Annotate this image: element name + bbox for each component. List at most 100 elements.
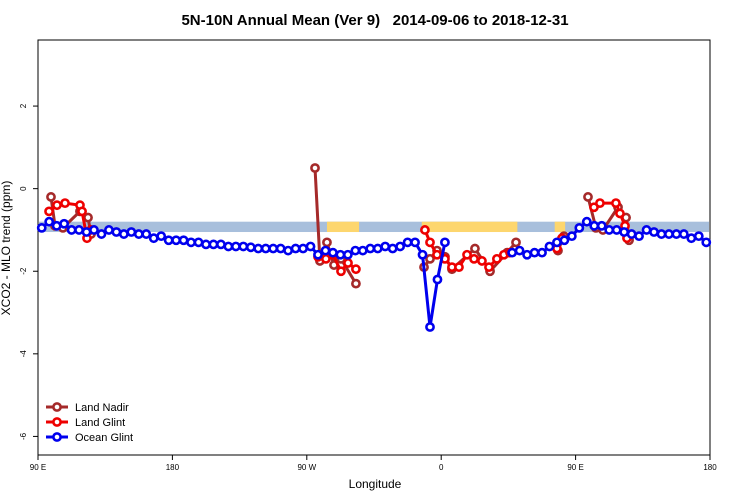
- point: [36, 222, 47, 233]
- point: [148, 233, 159, 244]
- point: [425, 322, 435, 332]
- point: [343, 258, 353, 268]
- x-tick-label: 90 E: [567, 463, 583, 472]
- point: [619, 227, 630, 237]
- point: [596, 220, 607, 231]
- chart-title: 5N-10N Annual Mean (Ver 9) 2014-09-06 to…: [181, 12, 568, 29]
- point: [552, 237, 562, 248]
- point: [469, 253, 479, 264]
- y-tick-label: 2: [19, 103, 28, 108]
- point: [111, 227, 122, 237]
- point: [342, 249, 353, 260]
- legend-marker: [52, 402, 62, 412]
- point: [611, 225, 622, 235]
- point: [201, 239, 211, 250]
- point: [634, 231, 644, 242]
- point: [83, 212, 93, 223]
- point: [432, 249, 442, 260]
- point: [626, 229, 637, 239]
- point: [178, 235, 189, 246]
- point: [104, 225, 114, 235]
- point: [604, 225, 615, 235]
- point: [268, 243, 279, 254]
- point: [245, 242, 256, 253]
- point: [133, 229, 144, 239]
- y-tick-label: -2: [19, 267, 28, 275]
- band: [39, 221, 709, 233]
- point: [313, 249, 323, 260]
- point: [44, 206, 54, 217]
- point: [260, 243, 271, 254]
- legend-label: Land Nadir: [75, 402, 129, 414]
- point: [611, 198, 621, 209]
- point: [350, 245, 361, 256]
- point: [511, 237, 521, 248]
- point: [402, 237, 413, 248]
- point: [595, 198, 605, 209]
- point: [678, 229, 689, 239]
- point: [290, 243, 301, 254]
- point: [671, 229, 682, 239]
- point: [484, 262, 494, 273]
- point: [351, 278, 361, 289]
- point: [410, 237, 420, 248]
- x-tick-label: 90 W: [297, 463, 316, 472]
- point: [420, 225, 430, 235]
- point: [425, 253, 435, 264]
- point: [387, 243, 398, 254]
- point: [335, 249, 346, 260]
- point: [328, 247, 338, 258]
- point: [310, 163, 320, 173]
- legend-marker: [52, 432, 62, 442]
- point: [477, 256, 487, 266]
- point: [208, 239, 219, 250]
- point: [230, 241, 241, 252]
- x-tick-label: 0: [439, 463, 444, 472]
- plot-frame: [37, 39, 711, 456]
- x-axis-label: Longitude: [349, 477, 402, 491]
- y-axis-label: XCO2 - MLO trend (ppm): [0, 181, 13, 316]
- point: [574, 222, 585, 233]
- point: [440, 237, 450, 248]
- point: [156, 231, 167, 242]
- point: [320, 245, 331, 256]
- point: [275, 243, 286, 254]
- point: [298, 243, 308, 254]
- point: [186, 237, 196, 248]
- point: [171, 235, 182, 246]
- point: [462, 249, 472, 260]
- point: [322, 237, 332, 248]
- point: [581, 216, 592, 227]
- point: [59, 218, 70, 229]
- point: [583, 192, 593, 202]
- point: [336, 266, 346, 277]
- point: [641, 225, 652, 235]
- point: [96, 229, 107, 239]
- point: [253, 243, 264, 254]
- point: [395, 241, 406, 252]
- land-span: [421, 221, 518, 233]
- point: [656, 229, 667, 239]
- point: [60, 198, 70, 209]
- point: [351, 264, 361, 275]
- x-tick-label: 180: [703, 463, 717, 472]
- land-span: [554, 221, 566, 233]
- point: [283, 245, 294, 256]
- point: [357, 245, 368, 256]
- point: [417, 249, 428, 260]
- point: [566, 231, 577, 242]
- point: [544, 241, 555, 252]
- point: [238, 241, 249, 252]
- y-tick-label: -4: [19, 350, 28, 358]
- point: [193, 237, 204, 248]
- point: [522, 249, 532, 260]
- point: [470, 243, 480, 254]
- point: [454, 262, 464, 273]
- legend-label: Land Glint: [75, 417, 125, 429]
- point: [305, 241, 316, 252]
- point: [81, 227, 92, 237]
- point: [74, 225, 84, 235]
- point: [89, 225, 99, 235]
- point: [537, 247, 547, 258]
- point: [77, 206, 87, 217]
